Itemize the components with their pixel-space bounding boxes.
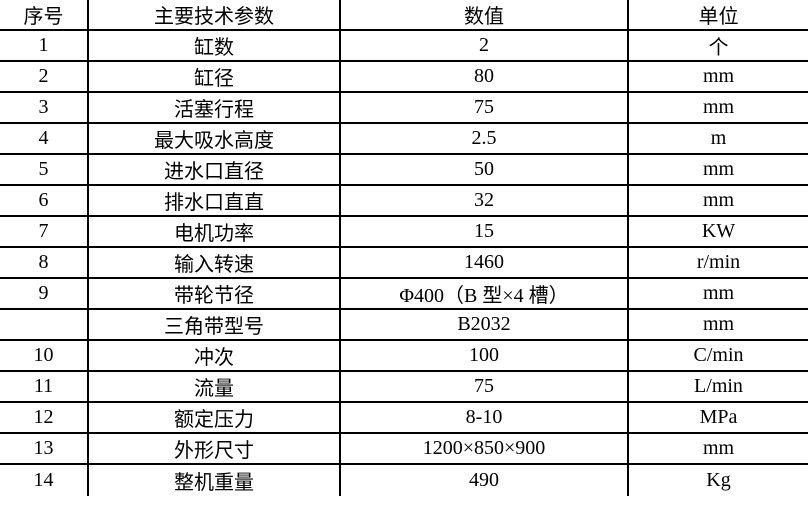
- table-cell: 3: [0, 92, 89, 124]
- table-cell: 流量: [88, 371, 341, 403]
- table-cell: 缸径: [88, 61, 341, 93]
- table-cell: mm: [628, 154, 808, 186]
- table-cell: 14: [0, 464, 89, 496]
- table-cell: 32: [340, 185, 629, 217]
- table-cell: 1: [0, 30, 89, 62]
- table-cell: 13: [0, 433, 89, 465]
- table-row: 13 外形尺寸 1200×850×900 mm: [0, 433, 808, 465]
- table-cell: MPa: [628, 402, 808, 434]
- table-cell: 11: [0, 371, 89, 403]
- table-cell: 490: [340, 464, 629, 496]
- table-cell: 最大吸水高度: [88, 123, 341, 155]
- spec-table: 序号 主要技术参数 数值 单位 1 缸数 2 个 2 缸径 80 mm 3 活塞行程 75 mm 4 最大…: [0, 0, 808, 496]
- table-cell: 2: [340, 30, 629, 62]
- table-cell: 7: [0, 216, 89, 248]
- table-cell: B2032: [340, 309, 629, 341]
- table-cell: 缸数: [88, 30, 341, 62]
- table-cell: mm: [628, 61, 808, 93]
- table-cell: 1200×850×900: [340, 433, 629, 465]
- table-cell: 2.5: [340, 123, 629, 155]
- header-cell-parameter: 主要技术参数: [88, 0, 341, 31]
- table-cell: mm: [628, 92, 808, 124]
- header-cell-index: 序号: [0, 0, 89, 31]
- table-cell: 100: [340, 340, 629, 372]
- table-cell: 6: [0, 185, 89, 217]
- table-cell: 75: [340, 92, 629, 124]
- table-cell: 三角带型号: [88, 309, 341, 341]
- table-cell: 15: [340, 216, 629, 248]
- table-row: 3 活塞行程 75 mm: [0, 92, 808, 124]
- table-cell: 1460: [340, 247, 629, 279]
- table-cell: 输入转速: [88, 247, 341, 279]
- table-row: 4 最大吸水高度 2.5 m: [0, 123, 808, 155]
- table-cell: L/min: [628, 371, 808, 403]
- table-cell: r/min: [628, 247, 808, 279]
- table-cell: 额定压力: [88, 402, 341, 434]
- table-cell: Kg: [706, 469, 731, 491]
- table-row: 1 缸数 2 个: [0, 30, 808, 62]
- table-row: 2 缸径 80 mm: [0, 61, 808, 93]
- table-cell: 75: [340, 371, 629, 403]
- table-header-row: 序号 主要技术参数 数值 单位: [0, 0, 808, 31]
- table-cell: [0, 309, 89, 341]
- table-cell: 电机功率: [88, 216, 341, 248]
- table-row: 5 进水口直径 50 mm: [0, 154, 808, 186]
- table-cell: 带轮节径: [88, 278, 341, 310]
- table-row: 14 整机重量 490 Kg: [0, 464, 808, 496]
- table-row: 三角带型号 B2032 mm: [0, 309, 808, 341]
- table-cell: 活塞行程: [88, 92, 341, 124]
- table-row: 10 冲次 100 C/min: [0, 340, 808, 372]
- table-row: 11 流量 75 L/min: [0, 371, 808, 403]
- table-cell: 整机重量: [88, 464, 341, 496]
- table-row: 9 带轮节径 Φ400（B 型×4 槽） mm: [0, 278, 808, 310]
- table-cell: m: [628, 123, 808, 155]
- table-cell: 9: [0, 278, 89, 310]
- table-cell: 进水口直径: [88, 154, 341, 186]
- table-cell: Φ400（B 型×4 槽）: [340, 278, 629, 310]
- table-cell: 个: [628, 30, 808, 62]
- table-cell: 5: [0, 154, 89, 186]
- table-cell: mm: [628, 185, 808, 217]
- header-cell-unit: 单位: [628, 0, 808, 31]
- table-cell: mm: [628, 309, 808, 341]
- table-cell: 排水口直直: [88, 185, 341, 217]
- table-row: 8 输入转速 1460 r/min: [0, 247, 808, 279]
- table-cell: 2: [0, 61, 89, 93]
- table-cell: 8: [0, 247, 89, 279]
- table-row: 7 电机功率 15 KW: [0, 216, 808, 248]
- table-body: 1 缸数 2 个 2 缸径 80 mm 3 活塞行程 75 mm 4 最大吸水高度 2.5 m 5 进水口直径 50…: [0, 30, 808, 496]
- table-cell: 冲次: [88, 340, 341, 372]
- table-row: 6 排水口直直 32 mm: [0, 185, 808, 217]
- header-cell-value: 数值: [340, 0, 629, 31]
- table-cell: 10: [0, 340, 89, 372]
- table-cell: mm: [628, 278, 808, 310]
- table-row: 12 额定压力 8-10 MPa: [0, 402, 808, 434]
- table-cell: mm: [628, 433, 808, 465]
- table-cell: KW: [628, 216, 808, 248]
- table-cell: 8-10: [340, 402, 629, 434]
- table-cell: 50: [340, 154, 629, 186]
- table-cell: 80: [340, 61, 629, 93]
- table-header: 序号 主要技术参数 数值 单位: [0, 0, 808, 31]
- table-cell: 4: [0, 123, 89, 155]
- table-cell: C/min: [628, 340, 808, 372]
- table-cell: 12: [0, 402, 89, 434]
- table-cell: 外形尺寸: [88, 433, 341, 465]
